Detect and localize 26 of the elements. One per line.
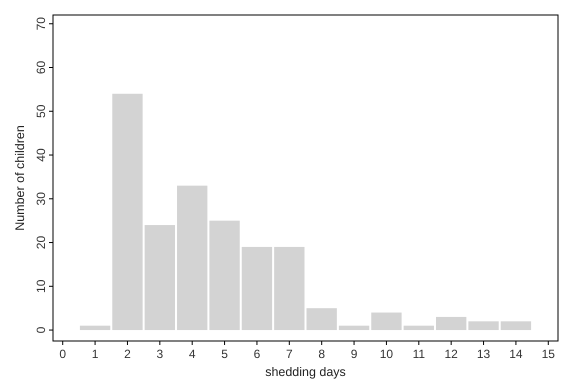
y-tick-label: 50 xyxy=(34,104,48,118)
y-tick-label: 20 xyxy=(34,236,48,250)
x-tick-label: 9 xyxy=(350,347,358,361)
y-axis-title: Number of children xyxy=(13,125,27,231)
x-tick-label: 8 xyxy=(318,347,326,361)
x-tick-label: 3 xyxy=(156,347,164,361)
x-tick-label: 6 xyxy=(254,347,261,361)
x-tick-label: 14 xyxy=(509,347,523,361)
x-tick-label: 4 xyxy=(188,347,196,361)
x-tick-label: 1 xyxy=(92,347,99,361)
x-axis-title: shedding days xyxy=(265,365,346,379)
x-tick-label: 0 xyxy=(59,347,66,361)
y-tick-label: 70 xyxy=(34,16,48,30)
x-tick-label: 5 xyxy=(221,347,228,361)
x-tick-label: 7 xyxy=(286,347,293,361)
y-tick-label: 60 xyxy=(34,60,48,74)
y-tick-label: 40 xyxy=(34,148,48,162)
x-tick-label: 10 xyxy=(380,347,394,361)
x-tick-label: 13 xyxy=(476,347,491,361)
x-tick-label: 12 xyxy=(444,347,458,361)
y-tick-label: 0 xyxy=(34,326,48,334)
x-tick-label: 11 xyxy=(412,347,426,361)
y-tick-label: 10 xyxy=(34,279,48,293)
x-tick-label: 2 xyxy=(124,347,132,361)
y-tick-label: 30 xyxy=(34,192,48,206)
x-tick-label: 15 xyxy=(542,347,556,361)
